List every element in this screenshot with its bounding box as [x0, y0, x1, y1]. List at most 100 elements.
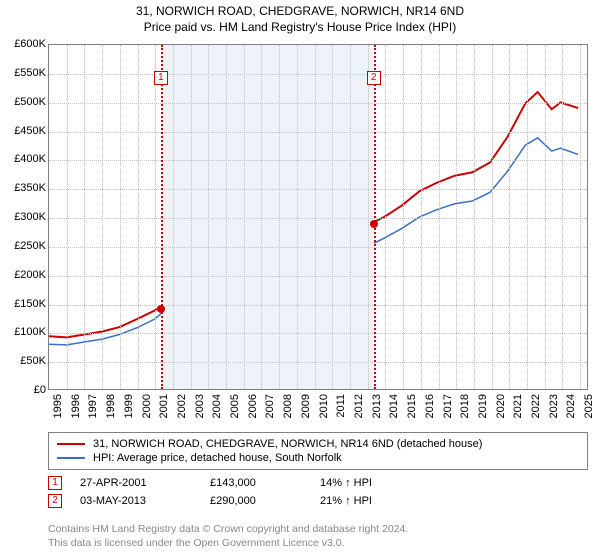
x-axis-label: 2014	[388, 394, 400, 418]
x-axis-label: 1997	[87, 394, 99, 418]
x-axis-label: 1996	[70, 394, 82, 418]
x-axis-label: 2024	[565, 394, 577, 418]
gridline-h	[49, 362, 587, 363]
gridline-v	[509, 45, 510, 389]
legend-swatch	[57, 443, 85, 445]
x-axis-label: 1998	[105, 394, 117, 418]
gridline-h	[49, 333, 587, 334]
footer-attribution: Contains HM Land Registry data © Crown c…	[48, 522, 588, 550]
gridline-v	[173, 45, 174, 389]
y-axis-label: £150K	[2, 298, 46, 310]
sale-dot	[157, 305, 165, 313]
gridline-v	[403, 45, 404, 389]
y-axis-label: £100K	[2, 326, 46, 338]
gridline-v	[492, 45, 493, 389]
legend: 31, NORWICH ROAD, CHEDGRAVE, NORWICH, NR…	[48, 432, 588, 470]
gridline-v	[279, 45, 280, 389]
y-axis-label: £0	[2, 384, 46, 396]
gridline-v	[244, 45, 245, 389]
y-axis-label: £50K	[2, 355, 46, 367]
sale-price: £143,000	[210, 477, 320, 489]
shaded-region	[161, 45, 374, 389]
gridline-v	[120, 45, 121, 389]
gridline-v	[456, 45, 457, 389]
plot-area: 12	[48, 44, 588, 390]
gridline-h	[49, 160, 587, 161]
sale-pct: 21% ↑ HPI	[320, 495, 440, 507]
x-axis-label: 2018	[459, 394, 471, 418]
gridline-v	[545, 45, 546, 389]
x-axis-label: 2023	[548, 394, 560, 418]
x-axis-label: 2012	[353, 394, 365, 418]
gridline-v	[350, 45, 351, 389]
gridline-v	[155, 45, 156, 389]
chart-title-line1: 31, NORWICH ROAD, CHEDGRAVE, NORWICH, NR…	[0, 0, 600, 18]
x-axis-label: 2011	[335, 394, 347, 418]
sales-row: 127-APR-2001£143,00014% ↑ HPI	[48, 474, 588, 492]
gridline-h	[49, 189, 587, 190]
gridline-v	[315, 45, 316, 389]
x-axis-label: 2010	[318, 394, 330, 418]
x-axis-label: 2025	[583, 394, 595, 418]
gridline-v	[527, 45, 528, 389]
x-axis-label: 2004	[211, 394, 223, 418]
x-axis-label: 2021	[512, 394, 524, 418]
gridline-v	[261, 45, 262, 389]
gridline-v	[138, 45, 139, 389]
sales-table: 127-APR-2001£143,00014% ↑ HPI203-MAY-201…	[48, 474, 588, 510]
gridline-v	[332, 45, 333, 389]
gridline-h	[49, 218, 587, 219]
gridline-v	[191, 45, 192, 389]
x-axis-label: 2015	[406, 394, 418, 418]
gridline-v	[84, 45, 85, 389]
sale-date: 27-APR-2001	[80, 477, 210, 489]
sale-id-box: 2	[48, 494, 62, 508]
x-axis-label: 2016	[424, 394, 436, 418]
y-axis-label: £600K	[2, 38, 46, 50]
legend-label: HPI: Average price, detached house, Sout…	[93, 452, 342, 464]
chart-container: 31, NORWICH ROAD, CHEDGRAVE, NORWICH, NR…	[0, 0, 600, 560]
gridline-v	[421, 45, 422, 389]
legend-row: 31, NORWICH ROAD, CHEDGRAVE, NORWICH, NR…	[57, 437, 579, 451]
y-axis-label: £350K	[2, 182, 46, 194]
footer-line1: Contains HM Land Registry data © Crown c…	[48, 522, 588, 536]
x-axis-label: 2006	[247, 394, 259, 418]
x-axis-label: 1999	[123, 394, 135, 418]
legend-row: HPI: Average price, detached house, Sout…	[57, 451, 579, 465]
sale-date: 03-MAY-2013	[80, 495, 210, 507]
x-axis-label: 2017	[442, 394, 454, 418]
gridline-v	[562, 45, 563, 389]
gridline-h	[49, 247, 587, 248]
gridline-h	[49, 74, 587, 75]
gridline-h	[49, 103, 587, 104]
gridline-h	[49, 276, 587, 277]
gridline-v	[385, 45, 386, 389]
y-axis-label: £500K	[2, 96, 46, 108]
x-axis-label: 1995	[52, 394, 64, 418]
gridline-v	[67, 45, 68, 389]
y-axis-label: £200K	[2, 269, 46, 281]
legend-label: 31, NORWICH ROAD, CHEDGRAVE, NORWICH, NR…	[93, 438, 482, 450]
footer-line2: This data is licensed under the Open Gov…	[48, 536, 588, 550]
gridline-v	[368, 45, 369, 389]
y-axis-label: £400K	[2, 153, 46, 165]
x-axis-label: 2013	[371, 394, 383, 418]
sale-marker-line	[374, 45, 376, 389]
sale-price: £290,000	[210, 495, 320, 507]
gridline-v	[297, 45, 298, 389]
x-axis-label: 2022	[530, 394, 542, 418]
sale-id-box: 1	[48, 476, 62, 490]
gridline-v	[439, 45, 440, 389]
x-axis-label: 2009	[300, 394, 312, 418]
gridline-v	[580, 45, 581, 389]
y-axis-label: £450K	[2, 125, 46, 137]
gridline-h	[49, 132, 587, 133]
y-axis-label: £250K	[2, 240, 46, 252]
x-axis-label: 2007	[264, 394, 276, 418]
x-axis-label: 2019	[477, 394, 489, 418]
gridline-h	[49, 305, 587, 306]
sale-marker-line	[161, 45, 163, 389]
y-axis-label: £550K	[2, 67, 46, 79]
x-axis-label: 2001	[158, 394, 170, 418]
sale-marker-box: 2	[367, 71, 381, 85]
